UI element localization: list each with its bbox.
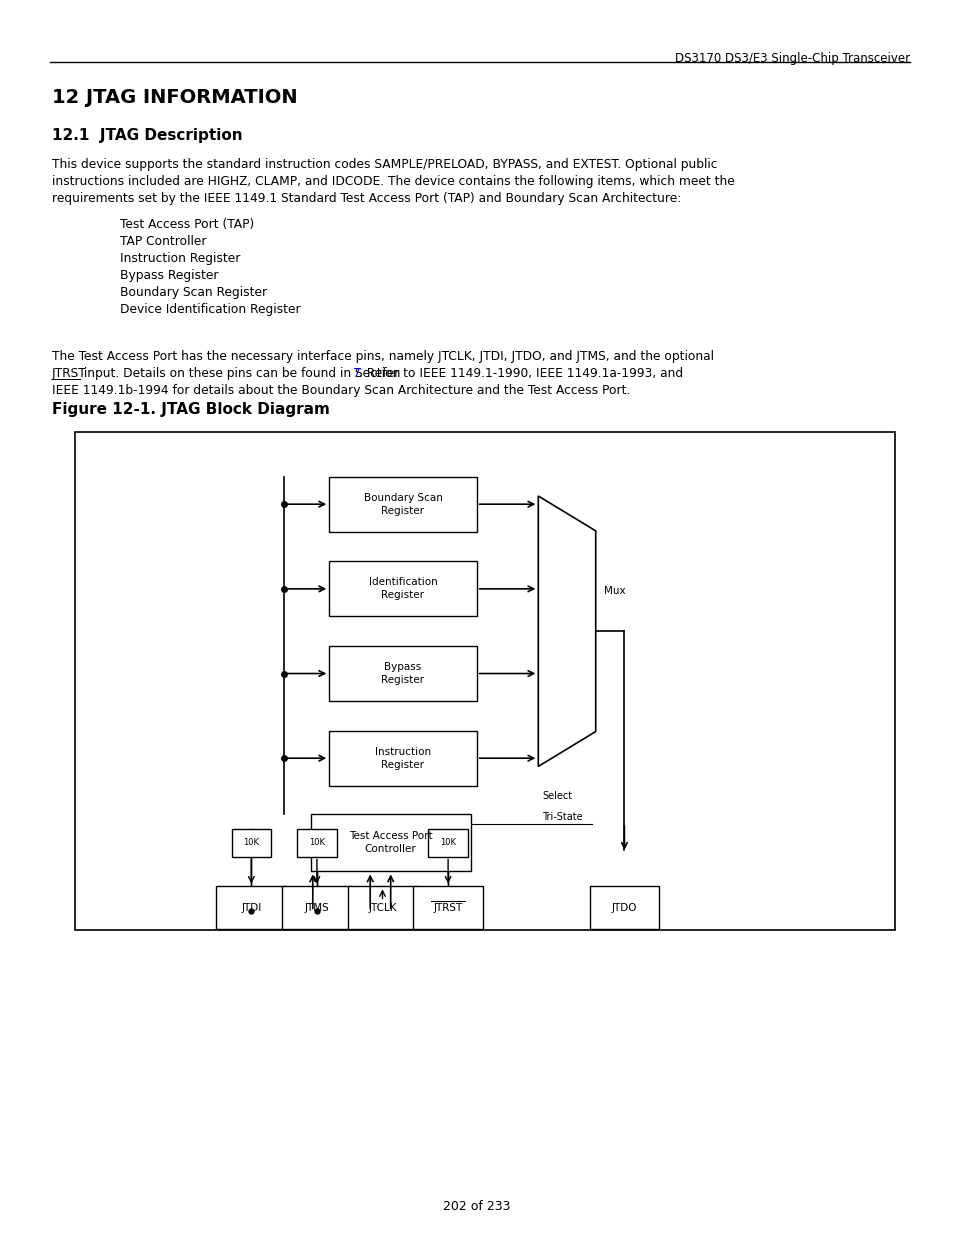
Bar [329, 562, 476, 616]
Text: 12 JTAG INFORMATION: 12 JTAG INFORMATION [52, 88, 297, 107]
Text: JTCLK: JTCLK [368, 903, 396, 913]
Text: The Test Access Port has the necessary interface pins, namely JTCLK, JTDI, JTDO,: The Test Access Port has the necessary i… [52, 350, 713, 363]
Bar [329, 477, 476, 531]
Text: JTRST: JTRST [433, 903, 462, 913]
Text: 7: 7 [353, 367, 360, 380]
Bar [347, 887, 416, 929]
Text: Select: Select [542, 790, 572, 800]
Bar [329, 731, 476, 785]
Text: Boundary Scan Register: Boundary Scan Register [120, 287, 267, 299]
Text: Bypass Register: Bypass Register [120, 269, 218, 282]
Bar [297, 829, 336, 857]
Text: 10K: 10K [309, 839, 325, 847]
Text: 202 of 233: 202 of 233 [443, 1200, 510, 1213]
Text: requirements set by the IEEE 1149.1 Standard Test Access Port (TAP) and Boundary: requirements set by the IEEE 1149.1 Stan… [52, 191, 680, 205]
Text: instructions included are HIGHZ, CLAMP, and IDCODE. The device contains the foll: instructions included are HIGHZ, CLAMP, … [52, 175, 734, 188]
Bar [413, 887, 482, 929]
Text: DS3170 DS3/E3 Single-Chip Transceiver: DS3170 DS3/E3 Single-Chip Transceiver [674, 52, 909, 65]
Bar [428, 829, 467, 857]
Text: JTMS: JTMS [304, 903, 329, 913]
Text: Mux: Mux [603, 587, 625, 597]
Bar [329, 646, 476, 701]
Text: Instruction Register: Instruction Register [120, 252, 240, 266]
Text: Device Identification Register: Device Identification Register [120, 303, 300, 316]
Text: . Refer to IEEE 1149.1-1990, IEEE 1149.1a-1993, and: . Refer to IEEE 1149.1-1990, IEEE 1149.1… [358, 367, 682, 380]
Text: Bypass
Register: Bypass Register [381, 662, 424, 685]
Bar [589, 887, 659, 929]
Text: JTRST: JTRST [52, 367, 87, 380]
Text: Figure 12-1. JTAG Block Diagram: Figure 12-1. JTAG Block Diagram [52, 403, 330, 417]
Text: This device supports the standard instruction codes SAMPLE/PRELOAD, BYPASS, and : This device supports the standard instru… [52, 158, 717, 170]
Text: TAP Controller: TAP Controller [120, 235, 206, 248]
Bar [232, 829, 271, 857]
Bar [282, 887, 352, 929]
Bar [311, 814, 470, 872]
Text: Test Access Port (TAP): Test Access Port (TAP) [120, 219, 254, 231]
Text: Identification
Register: Identification Register [368, 578, 436, 600]
Text: JTDO: JTDO [611, 903, 637, 913]
Text: 10K: 10K [243, 839, 259, 847]
Text: Instruction
Register: Instruction Register [375, 747, 431, 769]
Bar [216, 887, 286, 929]
Text: input. Details on these pins can be found in Section: input. Details on these pins can be foun… [80, 367, 404, 380]
Text: Boundary Scan
Register: Boundary Scan Register [363, 493, 442, 515]
Text: JTDI: JTDI [241, 903, 261, 913]
Text: 12.1  JTAG Description: 12.1 JTAG Description [52, 128, 242, 143]
Bar [75, 432, 894, 930]
Text: Tri-State: Tri-State [542, 811, 582, 821]
Text: IEEE 1149.1b-1994 for details about the Boundary Scan Architecture and the Test : IEEE 1149.1b-1994 for details about the … [52, 384, 630, 396]
Text: 10K: 10K [439, 839, 456, 847]
Text: Test Access Port
Controller: Test Access Port Controller [349, 831, 432, 855]
